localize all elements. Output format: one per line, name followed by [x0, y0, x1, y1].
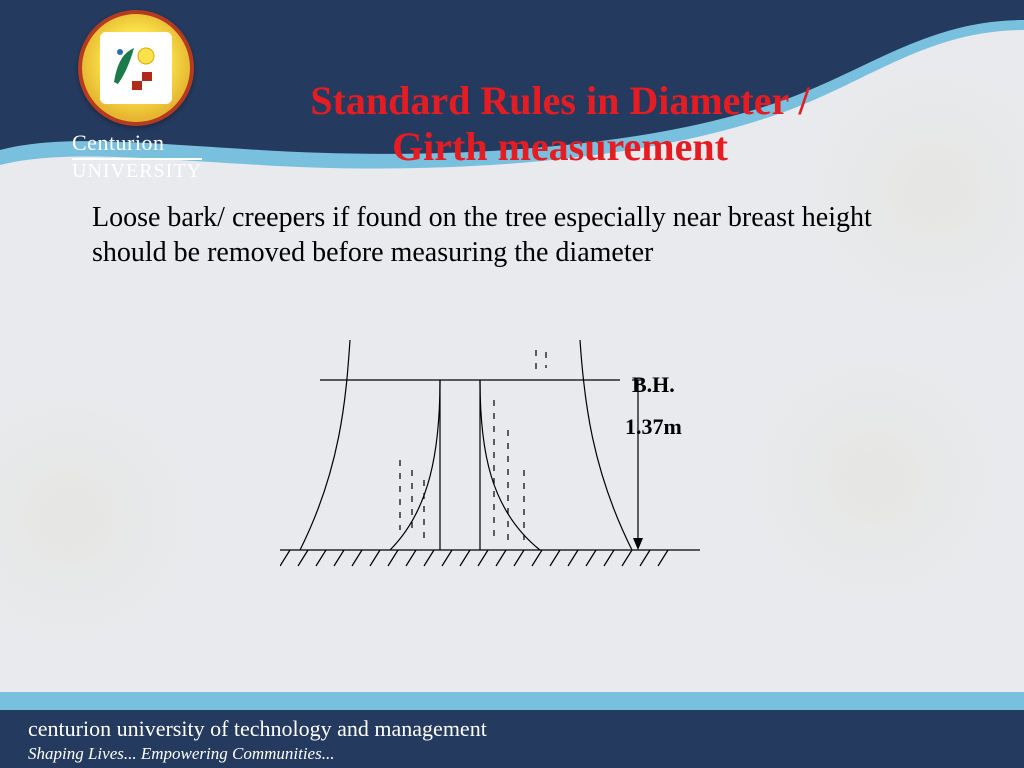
slide: Centurion UNIVERSITY Standard Rules in D… — [0, 0, 1024, 768]
uni-name-line1: Centurion — [72, 130, 202, 160]
footer-line1: centurion university of technology and m… — [28, 716, 996, 742]
ground-hatch — [280, 550, 668, 566]
footer-line2: Shaping Lives... Empowering Communities.… — [28, 744, 996, 764]
university-name: Centurion UNIVERSITY — [72, 130, 202, 183]
title-line1: Standard Rules in Diameter / — [310, 78, 809, 123]
bh-label: B.H. — [632, 372, 675, 398]
height-label: 1.37m — [625, 414, 682, 440]
watermark-decor — [0, 388, 200, 648]
tree-diagram — [280, 340, 760, 620]
body-paragraph: Loose bark/ creepers if found on the tre… — [92, 200, 922, 270]
slide-title: Standard Rules in Diameter / Girth measu… — [210, 78, 910, 170]
footer-content: centurion university of technology and m… — [0, 710, 1024, 768]
university-logo — [78, 10, 194, 126]
uni-name-line2: UNIVERSITY — [72, 160, 202, 183]
watermark-decor — [744, 348, 1004, 608]
footer-accent-bar — [0, 692, 1024, 710]
bark-dashes — [400, 350, 546, 540]
title-line2: Girth measurement — [392, 124, 728, 169]
footer: centurion university of technology and m… — [0, 692, 1024, 768]
